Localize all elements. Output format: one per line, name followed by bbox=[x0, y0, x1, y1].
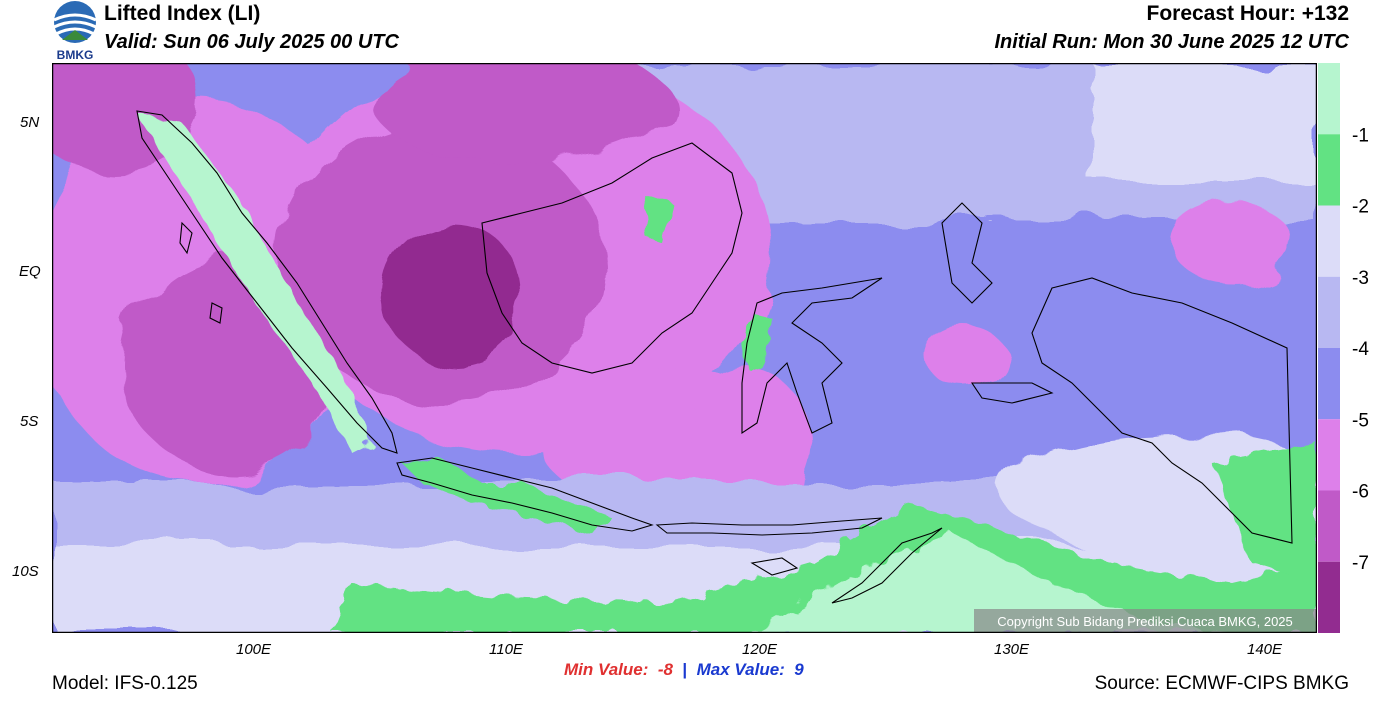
coast-halmahera bbox=[941, 202, 993, 304]
field-borneo-green bbox=[642, 193, 672, 243]
colorbar-swatch bbox=[1318, 561, 1340, 633]
coast-sulawesi bbox=[741, 277, 883, 435]
coast-borneo bbox=[481, 142, 743, 374]
initial-run: Initial Run: Mon 30 June 2025 12 UTC bbox=[994, 31, 1349, 53]
colorbar-label: -5 bbox=[1352, 410, 1369, 431]
lat-label-5s: 5S bbox=[20, 413, 39, 430]
colorbar: -1 -2 -3 -4 -5 -6 -7 bbox=[1318, 63, 1369, 633]
field-java-green bbox=[402, 458, 612, 533]
lon-label-140e: 140E bbox=[1247, 641, 1283, 658]
colorbar-label: -6 bbox=[1352, 482, 1369, 503]
field-center-dark bbox=[382, 223, 522, 363]
colorbar-label: -3 bbox=[1352, 268, 1369, 289]
coast-sumba bbox=[750, 557, 799, 576]
colorbar-swatch bbox=[1318, 205, 1340, 277]
lon-label-130e: 130E bbox=[994, 641, 1030, 658]
coast-mentawai bbox=[179, 221, 193, 255]
coast-nias bbox=[209, 302, 223, 324]
field-pacific-pink bbox=[1172, 203, 1292, 283]
field-south-mint bbox=[752, 533, 1232, 633]
bmkg-logo: BMKG bbox=[53, 1, 97, 62]
coastlines bbox=[136, 110, 1293, 604]
coast-timor bbox=[831, 527, 943, 604]
colorbar-swatch bbox=[1318, 419, 1340, 491]
min-value: -8 bbox=[657, 660, 673, 679]
colorbar-label: -7 bbox=[1352, 553, 1369, 574]
colorbar-swatch bbox=[1318, 490, 1340, 562]
field-sumatra-green bbox=[137, 113, 372, 453]
max-label: Max Value: bbox=[696, 660, 785, 679]
field-banda-pink bbox=[922, 323, 1002, 383]
colorbar-swatch bbox=[1318, 276, 1340, 348]
lon-label-110e: 110E bbox=[489, 641, 523, 658]
map-frame bbox=[52, 63, 1317, 633]
source-label: Source: ECMWF-CIPS BMKG bbox=[1094, 673, 1349, 694]
forecast-hour: Forecast Hour: +132 bbox=[1146, 2, 1350, 25]
lat-label-eq: EQ bbox=[19, 263, 41, 280]
field-n-pink bbox=[372, 63, 672, 163]
colorbar-swatch bbox=[1318, 134, 1340, 206]
lat-label-5n: 5N bbox=[20, 114, 40, 131]
lifted-index-map: Copyright Sub Bidang Prediksi Cuaca BMKG… bbox=[52, 63, 1317, 633]
colorbar-label: -1 bbox=[1352, 125, 1369, 146]
lon-label-100e: 100E bbox=[236, 641, 272, 658]
min-max-line: Min Value: -8 | Max Value: 9 bbox=[564, 660, 804, 680]
coast-java bbox=[396, 457, 654, 532]
model-label: Model: IFS-0.125 bbox=[52, 673, 198, 694]
min-label: Min Value: bbox=[564, 660, 649, 679]
field-sulawesi-green bbox=[742, 313, 772, 373]
colorbar-swatch bbox=[1318, 348, 1340, 420]
colorbar-swatch bbox=[1318, 63, 1340, 135]
coast-papua bbox=[1031, 277, 1293, 544]
valid-time: Valid: Sun 06 July 2025 00 UTC bbox=[104, 31, 399, 53]
field-flores-pink bbox=[692, 373, 812, 513]
coast-sumatra bbox=[136, 110, 398, 454]
lat-label-10s: 10S bbox=[12, 563, 39, 580]
colorbar-label: -4 bbox=[1352, 339, 1369, 360]
coast-seram bbox=[970, 382, 1054, 404]
copyright-text: Copyright Sub Bidang Prediksi Cuaca BMKG… bbox=[997, 614, 1293, 629]
lon-label-120e: 120E bbox=[742, 641, 778, 658]
colorbar-label: -2 bbox=[1352, 197, 1369, 218]
coast-bali-nt bbox=[655, 517, 883, 536]
separator: | bbox=[682, 660, 688, 679]
field-ne-light bbox=[1092, 63, 1317, 183]
map-title: Lifted Index (LI) bbox=[104, 2, 261, 25]
copyright-box bbox=[974, 609, 1317, 633]
max-value: 9 bbox=[794, 660, 804, 679]
logo-text: BMKG bbox=[57, 48, 94, 62]
